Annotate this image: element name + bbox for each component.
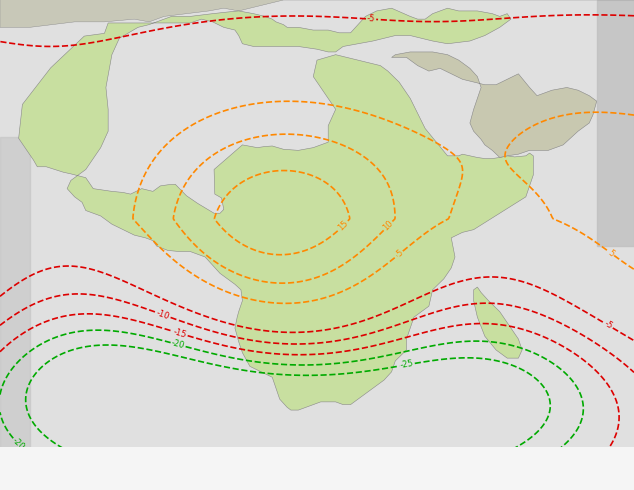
Text: -5: -5	[602, 319, 614, 331]
Text: 5: 5	[607, 248, 616, 259]
Text: 15: 15	[337, 219, 351, 232]
Text: 5: 5	[395, 248, 405, 259]
Polygon shape	[0, 0, 634, 27]
Text: -20: -20	[171, 339, 186, 351]
Text: Height/Temp. 500 hPa [gdmp][°C] ECMWF: Height/Temp. 500 hPa [gdmp][°C] ECMWF	[6, 458, 270, 470]
Text: -20: -20	[11, 436, 27, 452]
Text: ©weatheronline.co.uk: ©weatheronline.co.uk	[496, 475, 621, 486]
Polygon shape	[18, 8, 533, 410]
Text: -15: -15	[172, 327, 188, 340]
Polygon shape	[392, 52, 597, 157]
Text: Fr 03-05-2024 00:00 UTC (00+48): Fr 03-05-2024 00:00 UTC (00+48)	[401, 452, 621, 466]
Polygon shape	[474, 287, 522, 358]
Text: 10: 10	[381, 219, 395, 233]
Text: -10: -10	[155, 308, 171, 321]
Text: -5: -5	[366, 14, 375, 24]
Text: -25: -25	[399, 359, 415, 370]
